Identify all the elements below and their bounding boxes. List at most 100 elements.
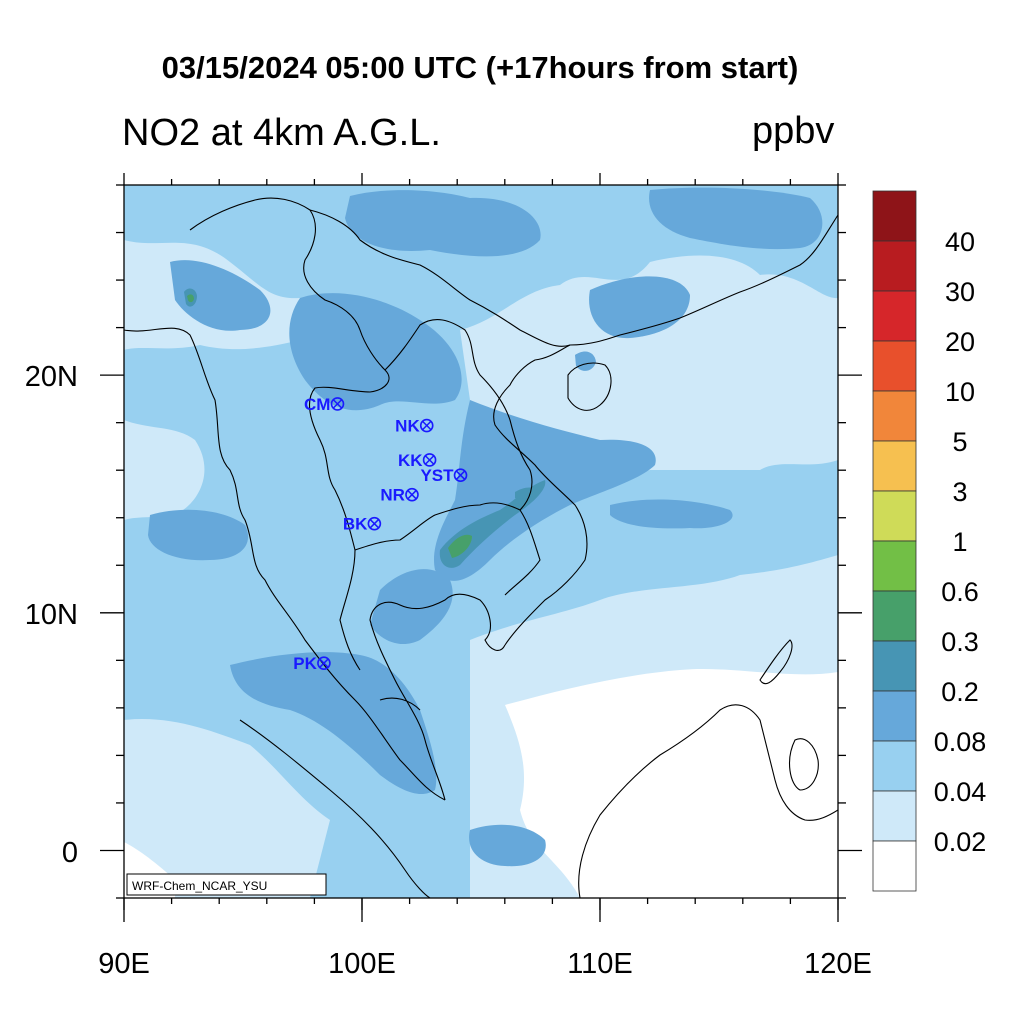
x-tick-110E: 110E xyxy=(567,948,633,980)
station-marker-icon xyxy=(405,487,419,502)
colorbar-swatch xyxy=(872,240,917,292)
station-marker-cross xyxy=(425,455,435,465)
colorbar-swatch xyxy=(872,440,917,492)
field-dark-seaeast xyxy=(610,499,733,529)
border-laos xyxy=(384,319,533,511)
colorbar-label: 0.08 xyxy=(934,727,987,757)
x-tick-labels: 90E 100E 110E 120E xyxy=(98,948,872,980)
variable-label: NO2 at 4km A.G.L. xyxy=(122,112,441,154)
coastlines-borders xyxy=(124,197,838,898)
coastline-palawan xyxy=(759,639,793,685)
coastline-borneo xyxy=(578,704,838,898)
y-tick-20N: 20N xyxy=(25,361,78,393)
y-tick-labels: 20N 10N 0 xyxy=(25,361,78,869)
station-label: BK xyxy=(343,515,368,534)
hainan xyxy=(567,362,612,411)
field-dark-peninsula xyxy=(230,652,437,795)
y-tick-10N: 10N xyxy=(25,599,78,631)
station-label: NR xyxy=(380,486,405,505)
colorbar-label: 0.2 xyxy=(941,677,979,707)
station-marker-icon xyxy=(317,656,331,670)
credit-box-border xyxy=(126,873,327,896)
station-marker-icon xyxy=(419,418,434,433)
colorbar-label: 1 xyxy=(952,527,967,557)
station-bk: BK xyxy=(343,515,382,534)
station-label: YST xyxy=(420,466,454,485)
station-label: PK xyxy=(293,654,317,673)
colorbar-label: 0.3 xyxy=(941,627,979,657)
colorbar-swatch xyxy=(872,390,917,442)
credit-box: WRF-Chem_NCAR_YSU xyxy=(126,873,327,896)
colorbar-swatch xyxy=(872,590,917,642)
colorbar-swatch xyxy=(872,540,917,592)
credit-text: WRF-Chem_NCAR_YSU xyxy=(132,879,267,893)
field-dark-myanmar xyxy=(170,260,271,331)
field-light-andaman xyxy=(124,719,330,898)
colorbar-label: 0.02 xyxy=(934,827,987,857)
coastline-mainland xyxy=(124,327,446,801)
field-dark-bay xyxy=(148,509,249,561)
concentration-field xyxy=(124,185,838,898)
field-dark-northeast xyxy=(649,187,823,250)
colorbar-swatch xyxy=(872,840,917,892)
station-label: NK xyxy=(395,417,420,436)
x-tick-90E: 90E xyxy=(98,948,150,980)
plot-border xyxy=(123,184,839,899)
station-marker-icon xyxy=(422,453,437,467)
station-marker-cross xyxy=(369,519,379,529)
colorbar-swatch xyxy=(872,290,917,342)
units-label: ppbv xyxy=(752,110,835,152)
map-title: 03/15/2024 05:00 UTC (+17hours from star… xyxy=(161,50,799,85)
station-marker-icon xyxy=(453,468,468,482)
colorbar-label: 30 xyxy=(945,277,975,307)
colorbar: 40 30 20 10 5 3 1 0.6 0.3 0.2 0.08 0.04 0.02 xyxy=(872,190,987,892)
station-marker-cross xyxy=(407,490,417,500)
coastline-philippines xyxy=(789,738,819,791)
field-dark-north xyxy=(345,190,541,257)
station-label: CM xyxy=(304,395,330,414)
station-marker-icon xyxy=(330,397,345,411)
field-white-borneo xyxy=(505,668,838,898)
station-label: KK xyxy=(398,451,423,470)
border-malaysia xyxy=(379,697,421,711)
x-tick-100E: 100E xyxy=(328,948,396,980)
colorbar-swatch xyxy=(872,340,917,392)
coastline-peninsula-east xyxy=(369,593,506,801)
colorbar-swatch xyxy=(872,690,917,742)
station-marker-cross xyxy=(456,470,466,480)
border-thailand-cambodia xyxy=(354,502,541,596)
plot-frame xyxy=(100,173,862,922)
field-dark-indochina xyxy=(289,293,462,411)
x-tick-120E: 120E xyxy=(804,948,872,980)
station-nk: NK xyxy=(395,417,434,436)
colorbar-swatch xyxy=(872,190,917,242)
station-nr: NR xyxy=(380,486,419,505)
station-yst: YST xyxy=(420,466,468,485)
colorbar-swatch xyxy=(872,740,917,792)
colorbar-label: 5 xyxy=(952,427,967,457)
field-0.3-core xyxy=(448,534,472,558)
colorbar-label: 0.6 xyxy=(941,577,979,607)
colorbar-label: 20 xyxy=(945,327,975,357)
field-light-east xyxy=(460,255,838,480)
field-0.2-vietnam xyxy=(515,487,538,499)
station-marker-cross xyxy=(319,658,329,668)
axis-ticks xyxy=(100,173,862,922)
station-pk: PK xyxy=(293,654,331,673)
colorbar-label: 3 xyxy=(952,477,967,507)
field-light-west xyxy=(124,420,205,520)
field-dark-java xyxy=(469,824,546,867)
colorbar-swatch xyxy=(872,640,917,692)
colorbar-label: 40 xyxy=(945,227,975,257)
colorbar-label: 10 xyxy=(945,377,975,407)
field-0.3-myanmar xyxy=(187,294,194,303)
field-dark-gulf xyxy=(370,569,453,645)
station-marker-cross xyxy=(422,420,432,431)
coastline-vietnam xyxy=(493,214,838,646)
y-tick-0: 0 xyxy=(62,837,78,869)
colorbar-label: 0.04 xyxy=(934,777,987,807)
colorbar-swatch xyxy=(872,490,917,542)
station-kk: KK xyxy=(398,451,437,470)
